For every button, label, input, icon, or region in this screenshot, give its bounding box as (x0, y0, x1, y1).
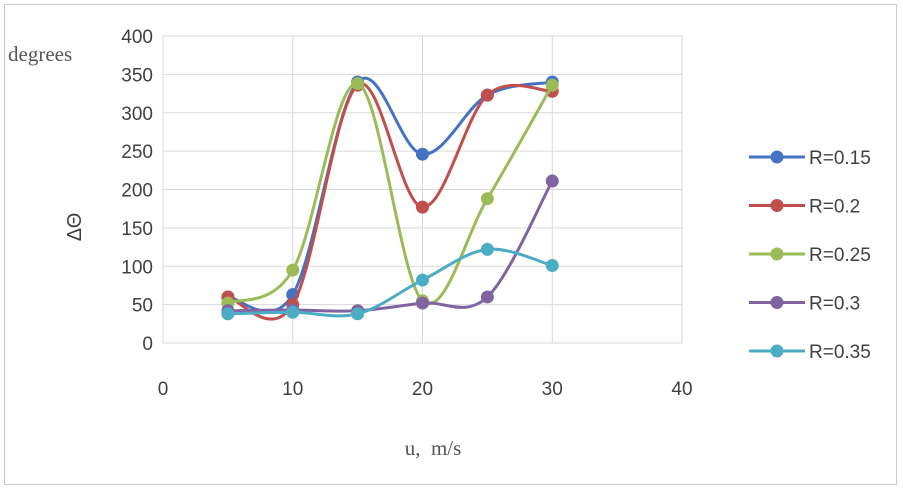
y-tick-label: 150 (121, 219, 153, 240)
data-point (545, 78, 559, 92)
legend-label: R=0.35 (809, 342, 871, 363)
x-tick-label: 0 (158, 379, 169, 400)
y-axis-title: ΔΘ (64, 213, 86, 242)
x-tick-label: 40 (671, 379, 692, 400)
x-tick-label: 20 (412, 379, 433, 400)
x-tick-labels: 0 10 20 30 40 (158, 379, 693, 400)
data-point (545, 258, 559, 272)
data-point (221, 307, 235, 321)
y-tick-label: 100 (121, 257, 153, 278)
y-tick-label: 50 (132, 296, 153, 317)
y-tick-label: 0 (142, 334, 153, 355)
y-unit-label: degrees (8, 42, 72, 66)
data-point (480, 290, 494, 304)
y-tick-label: 200 (121, 181, 153, 202)
legend-item: R=0.15 (749, 148, 871, 169)
legend-item: R=0.3 (749, 294, 860, 315)
data-point (416, 200, 429, 214)
x-axis-title: u, m/s (405, 436, 462, 460)
legend-swatch-marker (770, 296, 784, 309)
data-point (416, 296, 429, 310)
series-R=0.3 (221, 174, 559, 318)
series-line (227, 180, 554, 313)
y-tick-label: 250 (121, 142, 153, 163)
series-group (221, 75, 559, 321)
data-point (480, 192, 494, 206)
legend-label: R=0.3 (809, 294, 860, 315)
series-line (227, 82, 553, 321)
data-point (416, 273, 429, 287)
legend-swatch-marker (770, 199, 784, 212)
y-tick-label: 300 (121, 104, 153, 125)
chart-frame: 0 50 100 150 200 250 300 350 400 0 10 20 30 40 R=0.1… (4, 4, 897, 485)
series-R=0.35 (221, 242, 559, 321)
data-point (545, 174, 559, 188)
y-tick-label: 350 (121, 65, 153, 86)
series-R=0.2 (221, 78, 559, 321)
data-point (480, 88, 494, 102)
y-tick-label: 400 (121, 27, 153, 48)
legend-item: R=0.25 (749, 245, 871, 266)
legend-label: R=0.25 (809, 245, 871, 266)
data-point (286, 263, 300, 277)
series-R=0.25 (221, 77, 559, 310)
data-point (286, 305, 300, 319)
legend-swatch-marker (770, 344, 784, 358)
legend-label: R=0.2 (809, 197, 860, 218)
legend: R=0.15 R=0.2 R=0.25 R=0.3 R=0.35 (749, 148, 871, 363)
y-tick-labels: 0 50 100 150 200 250 300 350 400 (121, 27, 153, 355)
legend-swatch-marker (770, 247, 784, 261)
data-point (351, 77, 365, 91)
legend-item: R=0.35 (749, 342, 871, 363)
x-tick-label: 10 (282, 379, 303, 400)
series-line (227, 82, 554, 306)
line-chart: 0 50 100 150 200 250 300 350 400 0 10 20 30 40 R=0.1… (8, 27, 871, 460)
data-point (416, 147, 429, 161)
x-tick-label: 30 (542, 379, 563, 400)
legend-item: R=0.2 (749, 197, 860, 218)
data-point (480, 242, 494, 256)
data-point (351, 307, 365, 321)
legend-label: R=0.15 (809, 148, 871, 169)
legend-swatch-marker (770, 150, 784, 164)
